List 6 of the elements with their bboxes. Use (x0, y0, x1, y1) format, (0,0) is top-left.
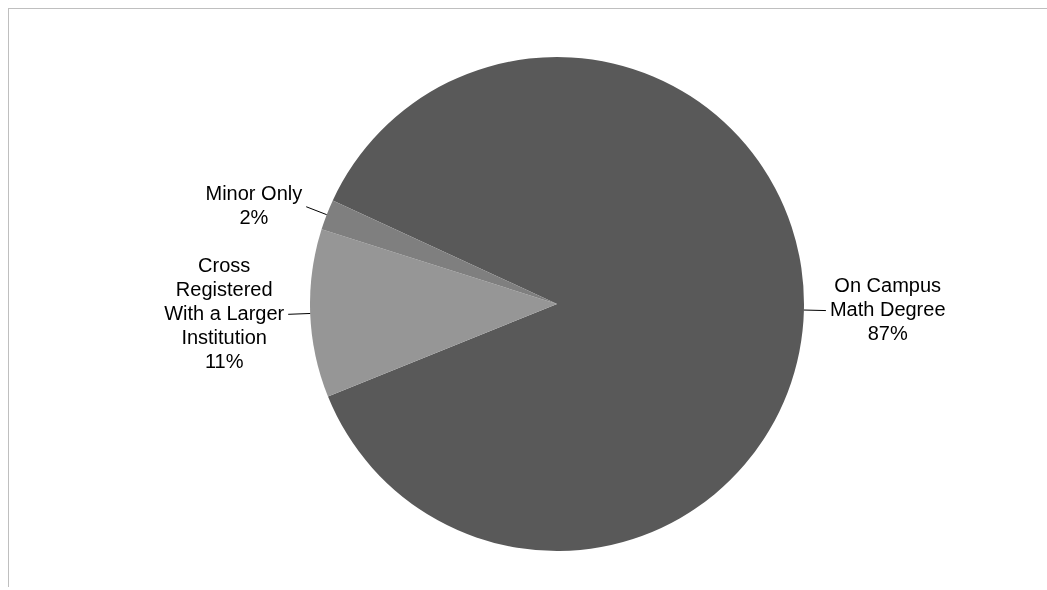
data-label: 11% (204, 349, 244, 372)
slice-label: Minor Only (205, 182, 303, 205)
slice-label: Cross Registered With a Larger Institution (164, 253, 285, 348)
data-label: 2% (239, 206, 269, 229)
slice-label: On Campus Math Degree (829, 274, 946, 321)
data-label: 87% (867, 322, 908, 345)
